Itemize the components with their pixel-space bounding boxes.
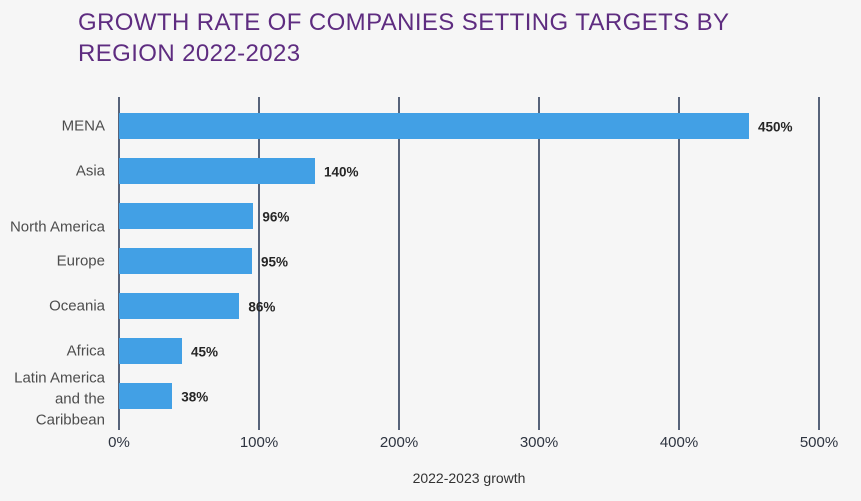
category-label-asia: Asia xyxy=(75,162,105,180)
category-axis: MENA Asia North America Europe Oceania Africa… xyxy=(0,97,105,430)
category-label-north-america: North America xyxy=(9,218,105,236)
gridline-300 xyxy=(538,97,540,430)
chart-title-line-2: REGION 2022-2023 xyxy=(78,40,301,67)
bar-mena xyxy=(119,113,749,139)
bar-north-america xyxy=(119,203,254,229)
gridline-200 xyxy=(398,97,400,430)
chart-title-line-1: GROWTH RATE OF COMPANIES SETTING TARGETS… xyxy=(78,9,730,36)
gridline-500 xyxy=(818,97,820,430)
x-tick-label-300: 300% xyxy=(519,434,559,451)
value-label-latin-america-and-the-caribbean: 38% xyxy=(181,389,209,405)
x-tick-label-0: 0% xyxy=(108,434,130,451)
x-tick-label-400: 400% xyxy=(659,434,699,451)
bar-latin-america-and-the-caribbean xyxy=(119,383,173,409)
value-label-north-america: 96% xyxy=(262,209,290,225)
category-label-mena: MENA xyxy=(61,117,105,135)
x-tick-label-200: 200% xyxy=(379,434,419,451)
gridline-100 xyxy=(258,97,260,430)
x-tick-label-500: 500% xyxy=(799,434,839,451)
x-axis-title: 2022-2023 growth xyxy=(412,470,526,486)
bar-europe xyxy=(119,248,252,274)
bar-asia xyxy=(119,158,315,184)
chart-title: GROWTH RATE OF COMPANIES SETTING TARGETS… xyxy=(78,7,838,69)
x-tick-label-100: 100% xyxy=(239,434,279,451)
value-label-mena: 450% xyxy=(758,119,793,135)
category-label-europe: Europe xyxy=(56,252,105,270)
category-label-oceania: Oceania xyxy=(49,297,105,315)
value-label-europe: 95% xyxy=(261,254,289,270)
gridline-400 xyxy=(678,97,680,430)
plot-area: 450% 140% 96% 95% 86% 45% 38% xyxy=(118,97,820,430)
bar-oceania xyxy=(119,293,240,319)
value-label-oceania: 86% xyxy=(248,299,276,315)
bar-africa xyxy=(119,338,182,364)
value-label-asia: 140% xyxy=(324,164,359,180)
x-axis-ticks: 0% 100% 200% 300% 400% 500% xyxy=(108,434,838,454)
category-label-latin-america-and-the-caribbean: Latin America and the Caribbean xyxy=(14,369,105,429)
category-label-africa: Africa xyxy=(66,342,105,360)
value-label-africa: 45% xyxy=(191,344,219,360)
